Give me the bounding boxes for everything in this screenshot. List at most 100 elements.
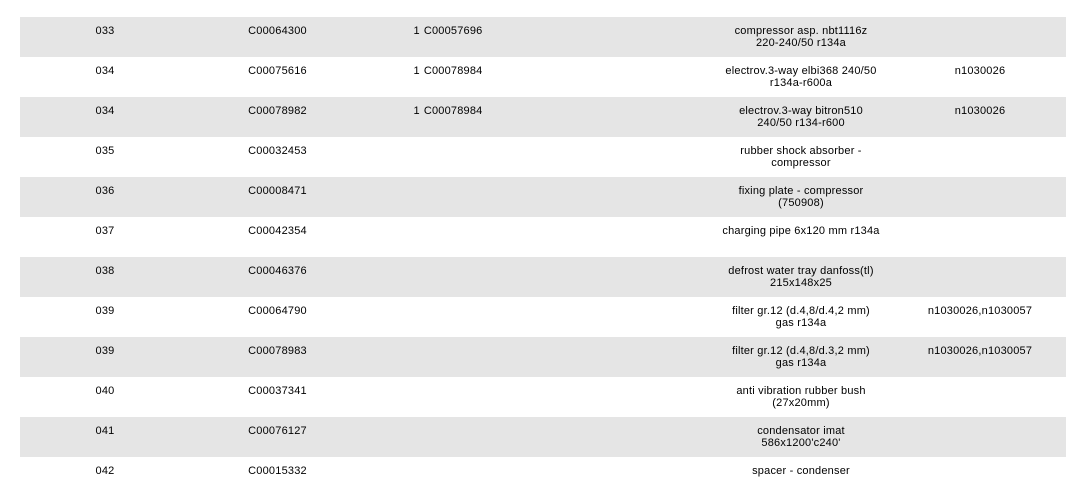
quantity-substitute-cell	[365, 417, 531, 457]
description-value: electrov.3-way elbi368 240/50 r134a-r600…	[725, 65, 877, 89]
description-cell: filter gr.12 (d.4,8/d.4,2 mm) gas r134a	[534, 297, 1068, 337]
part-code-value: C00037341	[248, 385, 307, 397]
position-cell: 036	[20, 177, 190, 217]
position-cell: 035	[20, 137, 190, 177]
description-value: anti vibration rubber bush (27x20mm)	[736, 385, 866, 409]
description-cell: compressor asp. nbt1116z 220-240/50 r134…	[534, 17, 1068, 57]
part-code-cell: C00075616	[190, 57, 365, 97]
table-row: 041 C00076127 condensator imat 586x1200'…	[20, 417, 1066, 457]
position-cell: 033	[20, 17, 190, 57]
position-cell: 040	[20, 377, 190, 417]
position-value: 034	[95, 65, 115, 77]
part-code-value: C00064300	[248, 25, 307, 37]
table-row: 039 C00078983 filter gr.12 (d.4,8/d.3,2 …	[20, 337, 1066, 377]
description-value: spacer - condenser	[752, 465, 850, 477]
quantity-substitute-cell	[365, 297, 531, 337]
part-code-cell: C00015332	[190, 457, 365, 497]
notes-cell	[880, 457, 1080, 497]
position-value: 042	[95, 465, 115, 477]
parts-table: 033 C00064300 1 C00057696 compressor asp.…	[20, 17, 1066, 497]
notes-cell: n1030026,n1030057	[880, 337, 1080, 377]
table-row: 035 C00032453 rubber shock absorber - co…	[20, 137, 1066, 177]
table-row: 033 C00064300 1 C00057696 compressor asp.…	[20, 17, 1066, 57]
part-code-cell: C00008471	[190, 177, 365, 217]
description-cell: defrost water tray danfoss(tl) 215x148x2…	[534, 257, 1068, 297]
quantity-substitute-cell: 1 C00078984	[365, 97, 531, 137]
position-value: 040	[95, 385, 115, 397]
description-value: defrost water tray danfoss(tl) 215x148x2…	[728, 265, 874, 289]
position-value: 041	[95, 425, 115, 437]
description-cell: electrov.3-way bitron510 240/50 r134-r60…	[534, 97, 1068, 137]
description-value: compressor asp. nbt1116z 220-240/50 r134…	[734, 25, 868, 49]
notes-cell	[880, 417, 1080, 457]
quantity-substitute-cell	[365, 457, 531, 497]
description-cell: filter gr.12 (d.4,8/d.3,2 mm) gas r134a	[534, 337, 1068, 377]
notes-cell	[880, 177, 1080, 217]
part-code-value: C00075616	[248, 65, 307, 77]
table-row: 034 C00078982 1 C00078984 electrov.3-way …	[20, 97, 1066, 137]
notes-value: n1030026,n1030057	[927, 305, 1033, 317]
description-cell: spacer - condenser	[534, 457, 1068, 497]
position-value: 035	[95, 145, 115, 157]
table-row: 036 C00008471 fixing plate - compressor …	[20, 177, 1066, 217]
quantity-substitute-cell	[365, 177, 531, 217]
quantity-substitute-cell: 1 C00057696	[365, 17, 531, 57]
notes-cell	[880, 217, 1080, 257]
position-cell: 039	[20, 297, 190, 337]
position-value: 039	[95, 345, 115, 357]
position-value: 039	[95, 305, 115, 317]
part-code-cell: C00078982	[190, 97, 365, 137]
description-value: fixing plate - compressor (750908)	[738, 185, 864, 209]
part-code-cell: C00064300	[190, 17, 365, 57]
table-row: 037 C00042354 charging pipe 6x120 mm r13…	[20, 217, 1066, 257]
description-cell: fixing plate - compressor (750908)	[534, 177, 1068, 217]
part-code-value: C00064790	[248, 305, 307, 317]
part-code-value: C00042354	[248, 225, 307, 237]
quantity-value: 1	[413, 105, 420, 117]
part-code-cell: C00064790	[190, 297, 365, 337]
description-cell: condensator imat 586x1200'c240'	[534, 417, 1068, 457]
notes-cell	[880, 257, 1080, 297]
part-code-value: C00078983	[248, 345, 307, 357]
position-value: 037	[95, 225, 115, 237]
notes-cell: n1030026	[880, 57, 1080, 97]
part-code-cell: C00032453	[190, 137, 365, 177]
notes-value: n1030026	[954, 65, 1006, 77]
part-code-value: C00015332	[248, 465, 307, 477]
part-code-cell: C00076127	[190, 417, 365, 457]
position-cell: 037	[20, 217, 190, 257]
position-cell: 038	[20, 257, 190, 297]
quantity-substitute-cell	[365, 257, 531, 297]
part-code-value: C00078982	[248, 105, 307, 117]
notes-value: n1030026,n1030057	[927, 345, 1033, 357]
description-cell: electrov.3-way elbi368 240/50 r134a-r600…	[534, 57, 1068, 97]
quantity-substitute-cell: 1 C00078984	[365, 57, 531, 97]
part-code-value: C00076127	[248, 425, 307, 437]
position-cell: 034	[20, 57, 190, 97]
description-cell: anti vibration rubber bush (27x20mm)	[534, 377, 1068, 417]
quantity-substitute-cell	[365, 337, 531, 377]
description-cell: charging pipe 6x120 mm r134a	[534, 217, 1068, 257]
part-code-cell: C00046376	[190, 257, 365, 297]
part-code-cell: C00042354	[190, 217, 365, 257]
table-row: 039 C00064790 filter gr.12 (d.4,8/d.4,2 …	[20, 297, 1066, 337]
quantity-value: 1	[413, 65, 420, 77]
description-value: charging pipe 6x120 mm r134a	[722, 225, 880, 237]
quantity-value: 1	[413, 25, 420, 37]
position-value: 034	[95, 105, 115, 117]
notes-value: n1030026	[954, 105, 1006, 117]
part-code-value: C00008471	[248, 185, 307, 197]
description-value: rubber shock absorber - compressor	[740, 145, 862, 169]
quantity-substitute-cell	[365, 377, 531, 417]
description-cell: rubber shock absorber - compressor	[534, 137, 1068, 177]
part-code-value: C00032453	[248, 145, 307, 157]
table-row: 042 C00015332 spacer - condenser	[20, 457, 1066, 497]
description-value: filter gr.12 (d.4,8/d.4,2 mm) gas r134a	[732, 305, 870, 329]
part-code-cell: C00037341	[190, 377, 365, 417]
notes-cell	[880, 17, 1080, 57]
position-cell: 041	[20, 417, 190, 457]
substitute-code-value: C00078984	[423, 65, 483, 77]
part-code-value: C00046376	[248, 265, 307, 277]
notes-cell: n1030026	[880, 97, 1080, 137]
substitute-code-value: C00078984	[423, 105, 483, 117]
